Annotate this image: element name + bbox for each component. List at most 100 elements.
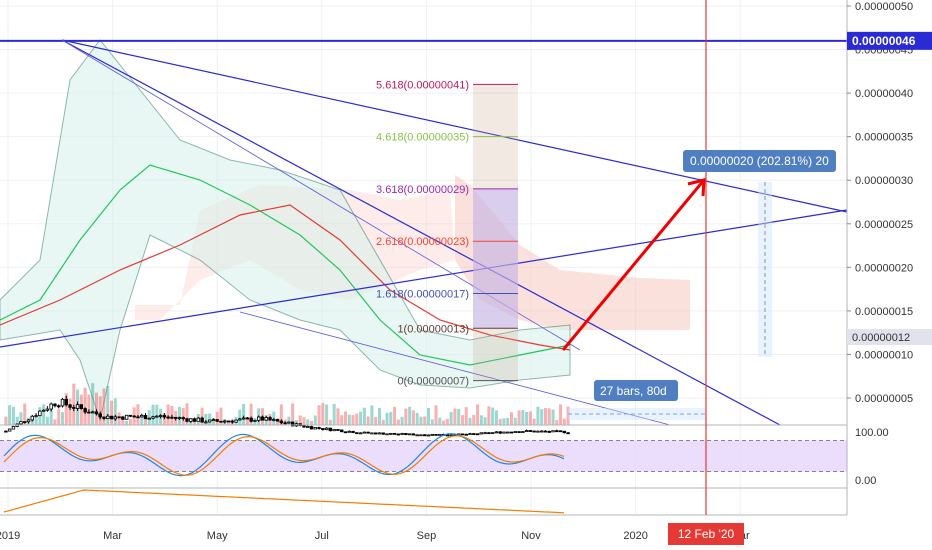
candle-body: [279, 420, 284, 424]
y-tick-label: 0.00000025: [855, 219, 913, 231]
candle-body: [207, 419, 212, 423]
price-axis[interactable]: 0.00000005 0.00000010 0.00000015 0.00000020…: [846, 0, 932, 515]
volume-bar: [102, 388, 106, 425]
volume-bar: [98, 396, 102, 425]
volume-bar: [113, 398, 117, 425]
candle-body: [555, 430, 559, 433]
candle-body: [430, 433, 434, 436]
candle-body: [373, 432, 378, 435]
volume-bar: [483, 417, 487, 425]
trendline-lower: [61, 39, 781, 426]
volume-bar: [23, 403, 27, 425]
candle-body: [173, 416, 178, 419]
candle-body: [517, 431, 521, 433]
candle-body: [521, 431, 525, 433]
volume-bar: [464, 407, 468, 425]
volume-bar: [291, 403, 295, 425]
y-tick-label: 0.00000010: [855, 349, 913, 361]
candle-body: [543, 430, 548, 433]
volume-bar: [313, 415, 317, 425]
candle-body: [260, 416, 265, 421]
candle-body: [377, 432, 382, 435]
volume-bar: [298, 415, 302, 425]
volume-bar: [555, 419, 559, 425]
bars-callout-box: [594, 380, 678, 401]
candle-body: [472, 433, 476, 435]
candle-body: [19, 421, 23, 425]
candle-body: [528, 430, 533, 432]
candle-body: [290, 421, 295, 427]
volume-bar: [276, 418, 280, 425]
measure-range: [758, 182, 772, 357]
volume-bar: [355, 413, 359, 425]
candle-body: [355, 432, 359, 435]
volume-bar: [536, 406, 540, 425]
volume-bar: [238, 409, 242, 425]
volume-bar: [366, 416, 370, 425]
time-axis[interactable]: 2019MarMayJulSepNov2020Mar12 Feb '20: [0, 0, 847, 545]
candle-body: [475, 433, 480, 436]
candle-body: [11, 426, 16, 430]
candle-body: [219, 420, 223, 423]
candle-body: [185, 418, 189, 422]
y-tick-label: 0.00000005: [855, 393, 913, 405]
volume-bar: [155, 404, 159, 425]
candle-body: [302, 425, 306, 428]
volume-bar: [8, 405, 12, 425]
x-tick-label: May: [207, 530, 228, 542]
volume-bar: [562, 418, 566, 425]
volume-bar: [294, 420, 298, 425]
fib-level-label: 5.618(0.00000041): [376, 79, 469, 91]
callouts: 0.00000020 (202.81%) 20 27 bars, 80d: [594, 150, 836, 401]
candle-body: [234, 419, 238, 423]
y-tick-label: 0.00000050: [855, 1, 913, 13]
volume-bar: [193, 420, 197, 425]
candle-body: [321, 428, 325, 431]
volume-bar: [166, 404, 170, 425]
x-tick-label: 2020: [623, 530, 647, 542]
candle-body: [309, 426, 314, 430]
volume-bar: [302, 417, 306, 425]
volume-bar: [204, 413, 208, 425]
candle-body: [87, 411, 91, 414]
candle-body: [151, 416, 155, 419]
candle-body: [38, 410, 42, 417]
fib-box-zone: [473, 188, 518, 329]
candle-body: [268, 417, 272, 421]
current-price-label: 0.00000012: [852, 332, 910, 344]
target-callout-box: [683, 150, 836, 172]
candle-body: [79, 404, 84, 409]
target-arrow-head: [687, 178, 706, 197]
x-tick-label: Mar: [103, 530, 122, 542]
candle-body: [226, 420, 231, 423]
candle-body: [396, 433, 401, 436]
date-marker-tag: [668, 523, 744, 545]
candle-body: [215, 419, 219, 422]
candle-body: [509, 431, 514, 434]
volume-bar: [411, 410, 415, 425]
volume-bar: [502, 418, 506, 425]
volume-bar: [208, 413, 212, 425]
candle-body: [132, 415, 136, 418]
candle-body: [336, 429, 340, 431]
volume-bar: [310, 420, 314, 425]
volume-bar: [106, 386, 110, 425]
candle-body: [83, 408, 87, 413]
volume-bar: [385, 412, 389, 425]
volume-bar: [11, 406, 15, 425]
candle-body: [385, 433, 389, 436]
fib-extension[interactable]: 5.618(0.00000041) 4.618(0.00000035) 3.618(…: [376, 79, 518, 388]
candle-body: [464, 433, 468, 436]
volume-bar: [94, 392, 98, 425]
price-tag-label: 0.00000046: [852, 34, 916, 48]
candle-body: [140, 414, 144, 418]
volume-bar: [389, 412, 393, 425]
fib-level-label: 2.618(0.00000023): [376, 236, 469, 248]
volume-bar: [551, 409, 555, 425]
candle-body: [400, 432, 404, 435]
candle-body: [72, 406, 76, 409]
stoch-d-line: [3, 435, 565, 476]
volume-bar: [91, 383, 95, 425]
candle-body: [256, 416, 261, 421]
